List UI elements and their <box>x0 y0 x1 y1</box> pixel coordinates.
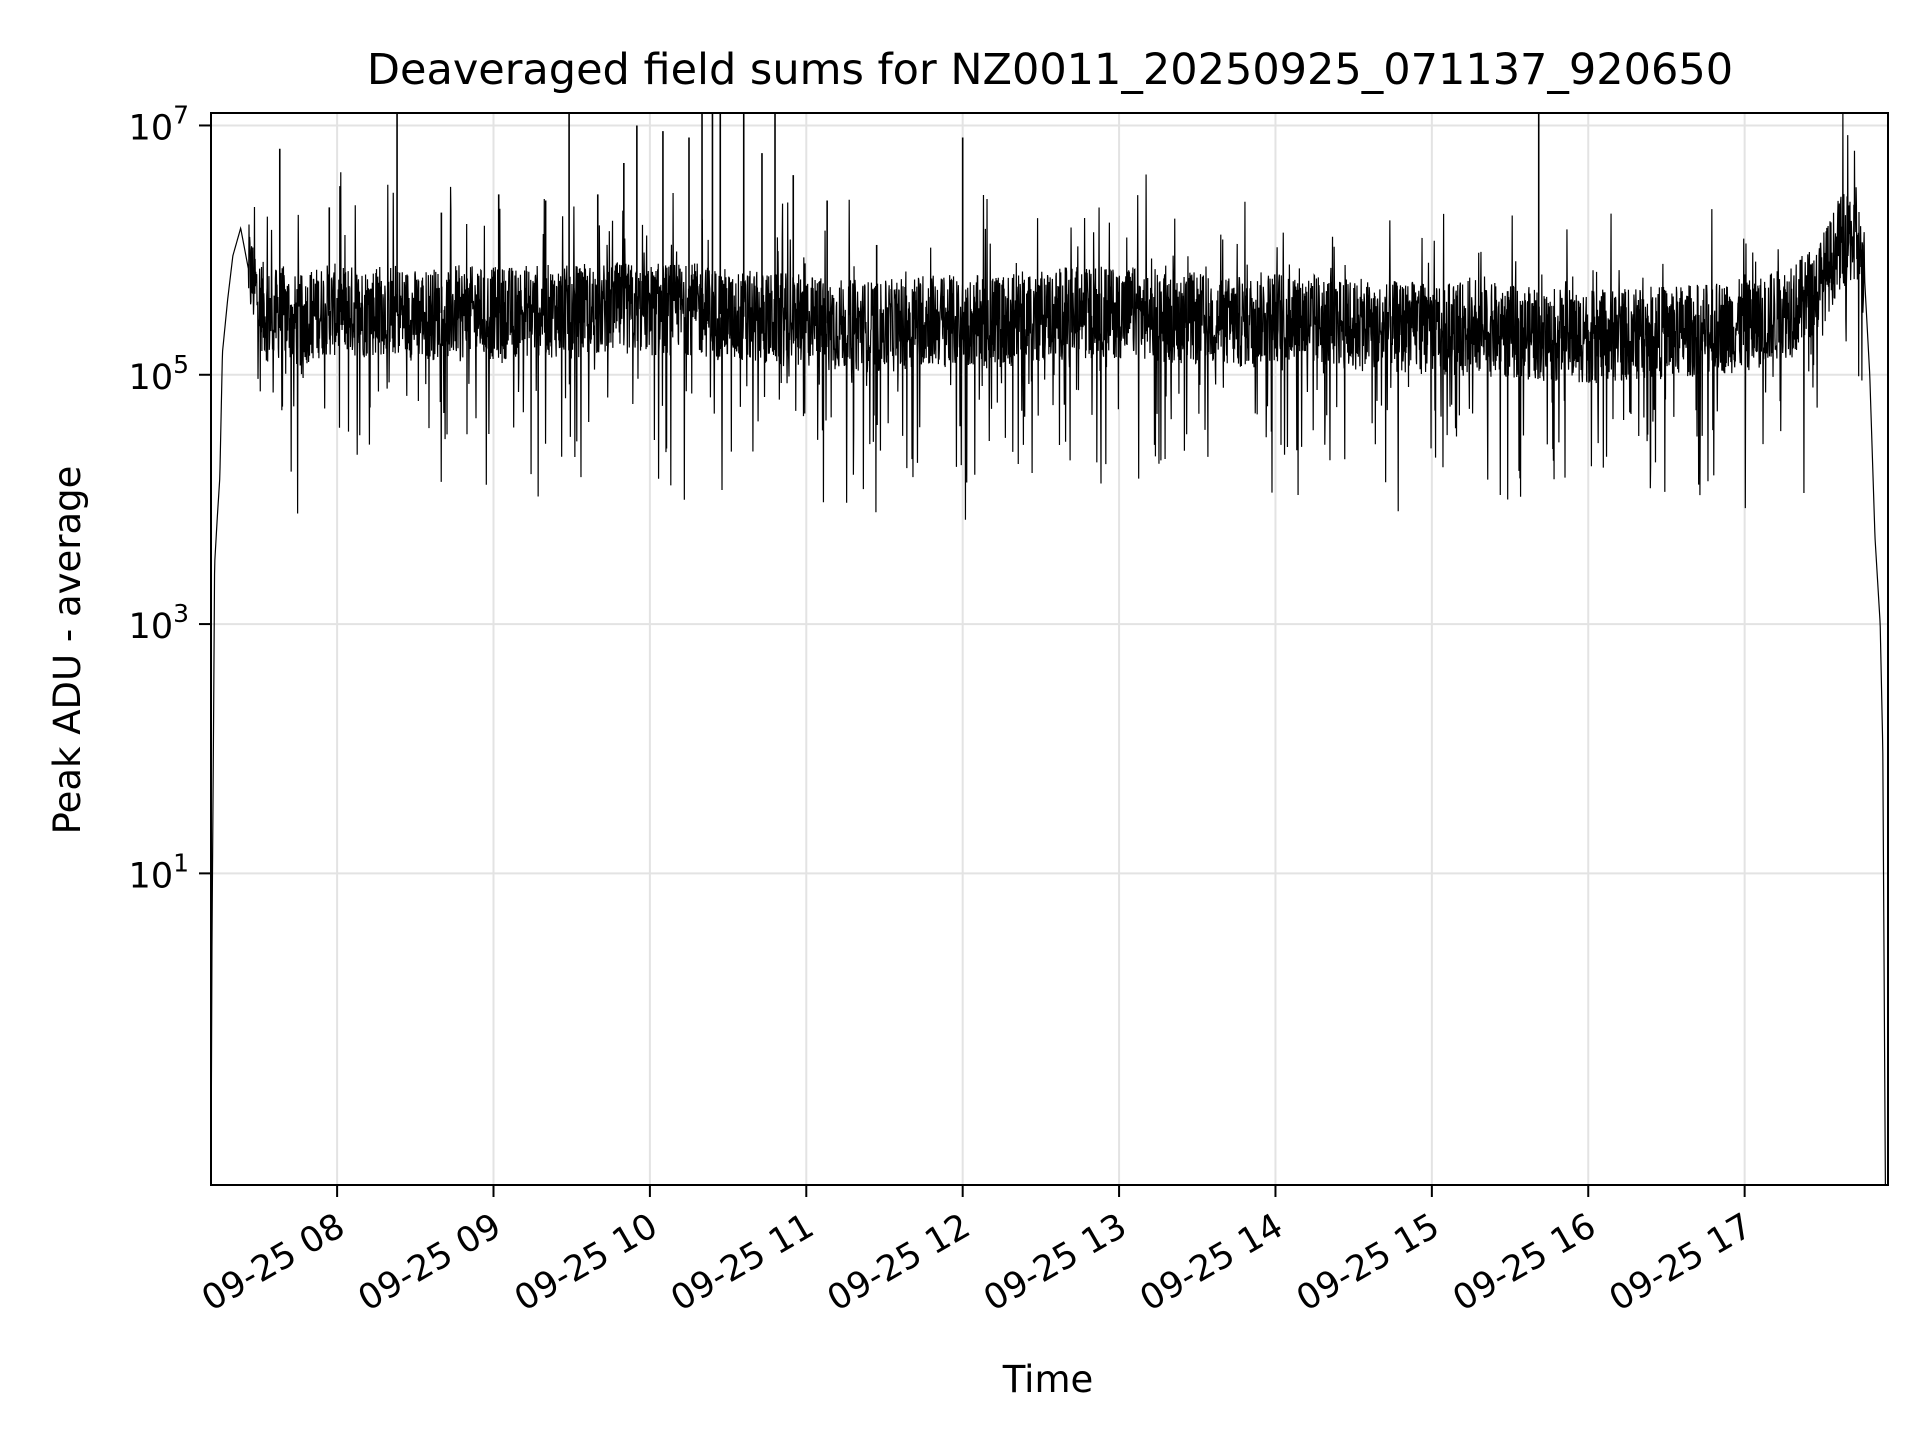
y-tick-base: 10 <box>129 607 174 647</box>
plot-frame <box>210 112 1889 1186</box>
chart-title: Deaveraged field sums for NZ0011_2025092… <box>367 45 1733 95</box>
y-tick-exponent: 1 <box>173 848 189 877</box>
series-line <box>210 114 1886 1186</box>
x-axis-label: Time <box>1002 1358 1094 1401</box>
y-tick-exponent: 7 <box>173 100 189 129</box>
y-tick-base: 10 <box>129 856 174 896</box>
y-tick-base: 10 <box>129 358 174 398</box>
y-tick-label: 107 <box>129 100 189 148</box>
y-tick-label: 103 <box>129 599 189 647</box>
y-tick-base: 10 <box>129 108 174 148</box>
y-axis-label: Peak ADU - average <box>46 466 89 835</box>
plot-area <box>210 113 1886 1186</box>
y-tick-label: 105 <box>129 350 189 398</box>
y-tick-label: 101 <box>129 848 189 896</box>
grid <box>211 113 1888 1185</box>
y-tick-exponent: 3 <box>173 599 189 628</box>
y-tick-exponent: 5 <box>173 350 189 379</box>
